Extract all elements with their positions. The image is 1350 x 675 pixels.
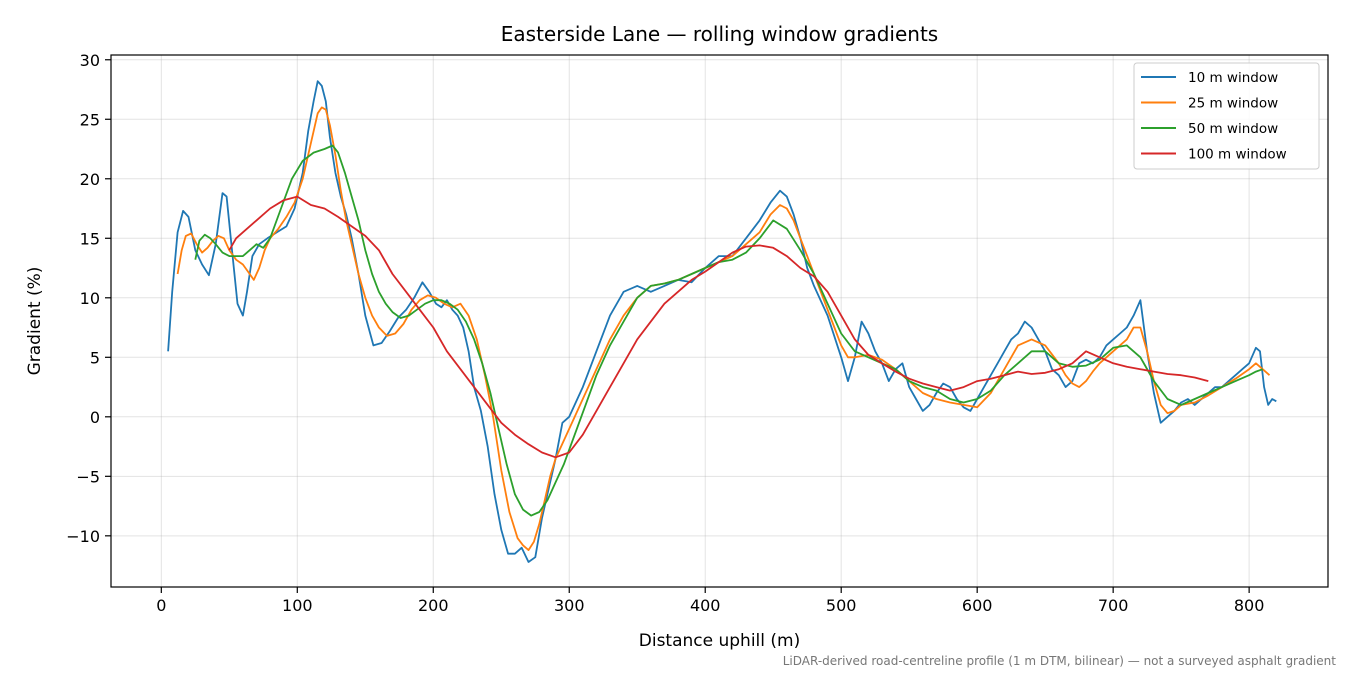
legend-label-25-m-window: 25 m window [1188, 96, 1278, 112]
legend-label-50-m-window: 50 m window [1188, 121, 1278, 137]
series-line-50-m-window [194, 144, 1263, 517]
y-tick-label: 20 [80, 170, 100, 189]
y-tick-label: 5 [90, 348, 100, 367]
y-tick-label: −5 [76, 467, 100, 486]
x-tick-label: 300 [554, 596, 585, 615]
chart-title: Easterside Lane — rolling window gradien… [501, 22, 938, 46]
plot-frame [110, 54, 1329, 588]
legend-label-10-m-window: 10 m window [1188, 70, 1278, 86]
x-tick-label: 600 [962, 596, 993, 615]
series-line-100-m-window [228, 195, 1209, 459]
x-tick-label: 800 [1234, 596, 1265, 615]
series-line-10-m-window [167, 80, 1277, 563]
y-tick-label: 15 [80, 229, 100, 248]
legend: 10 m window 25 m window 50 m window 100 m w… [1133, 62, 1320, 170]
footnote: LiDAR-derived road-centreline profile (1… [783, 654, 1337, 668]
y-tick-label: 10 [80, 289, 100, 308]
x-axis-label: Distance uphill (m) [639, 631, 800, 651]
x-tick-label: 400 [690, 596, 721, 615]
x-tick-label: 100 [282, 596, 313, 615]
x-tick-label: 0 [156, 596, 166, 615]
x-tick-label: 200 [418, 596, 449, 615]
y-tick-label: 25 [80, 110, 100, 129]
y-axis-label: Gradient (%) [25, 267, 45, 376]
x-tick-label: 700 [1098, 596, 1129, 615]
axis-ticks: 0 100 200 300 400 500 600 700 800 −10 −5 0 5 10 15 20 25… [66, 51, 1264, 615]
x-tick-label: 500 [826, 596, 857, 615]
series-line-25-m-window [176, 106, 1271, 551]
y-tick-label: 30 [80, 51, 100, 70]
y-tick-label: −10 [66, 527, 100, 546]
legend-label-100-m-window: 100 m window [1188, 147, 1287, 163]
series-lines [167, 80, 1277, 563]
legend-frame [1133, 62, 1320, 170]
y-tick-label: 0 [90, 408, 100, 427]
